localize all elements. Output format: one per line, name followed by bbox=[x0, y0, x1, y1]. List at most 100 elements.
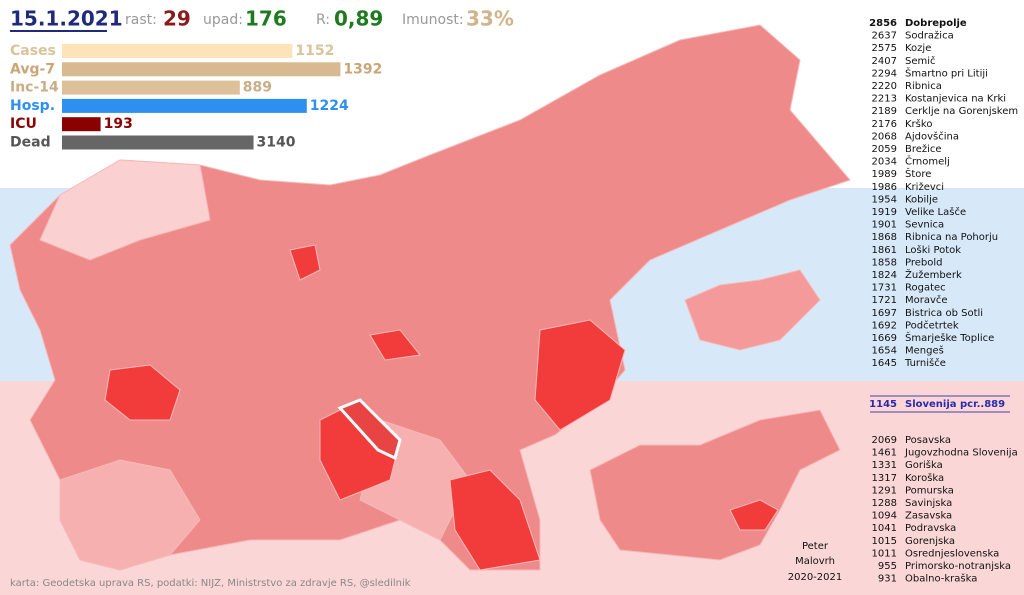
list-value: 1731 bbox=[872, 283, 897, 294]
list-name: Žužemberk bbox=[905, 268, 962, 281]
list-value: 1861 bbox=[872, 245, 897, 256]
bar bbox=[62, 44, 293, 58]
list-value: 2034 bbox=[872, 157, 897, 168]
list-name: Križevci bbox=[905, 181, 944, 193]
list-name: Ribnica na Pohorju bbox=[905, 232, 998, 243]
bar bbox=[62, 98, 307, 113]
list-value: 1654 bbox=[872, 346, 897, 357]
list-value: 1901 bbox=[872, 220, 897, 231]
inset-map-regions bbox=[589, 409, 841, 561]
map-highlight bbox=[337, 398, 402, 461]
bar-label: Avg-7 bbox=[10, 61, 55, 77]
list-value: 2637 bbox=[872, 31, 897, 42]
list-value: 1015 bbox=[872, 536, 897, 547]
bar-label: Inc-14 bbox=[10, 80, 59, 96]
list-value: 2176 bbox=[872, 119, 897, 130]
list-value: 1721 bbox=[872, 295, 897, 306]
list-name: Kostanjevica na Krki bbox=[905, 94, 1006, 105]
list-name: Krško bbox=[905, 118, 932, 130]
list-value: 2856 bbox=[869, 18, 897, 29]
list-value: 1954 bbox=[872, 194, 897, 205]
region-list: 2069 Posavska 1461 Jugovzhodna Slovenija 133… bbox=[872, 435, 1018, 585]
bar-value: 193 bbox=[104, 116, 133, 132]
bar-value: 1224 bbox=[310, 98, 349, 114]
list-value: 1919 bbox=[872, 207, 897, 218]
r-value: 0,89 bbox=[334, 7, 383, 31]
list-value: 1288 bbox=[872, 498, 897, 509]
growth-label: rast: bbox=[125, 12, 157, 28]
bar-label: Dead bbox=[10, 135, 51, 151]
bar bbox=[62, 117, 101, 132]
map-region-light bbox=[59, 459, 201, 571]
list-value: 2294 bbox=[872, 68, 897, 79]
bar-value: 1152 bbox=[295, 43, 334, 59]
list-value: 1011 bbox=[872, 548, 897, 559]
map-region-dark bbox=[289, 244, 321, 281]
list-value: 1291 bbox=[872, 485, 897, 496]
list-name: Črnomelj bbox=[905, 155, 950, 168]
list-value: 1697 bbox=[872, 308, 897, 319]
inset-map-dark bbox=[729, 499, 779, 531]
list-name: Šmartno pri Litiji bbox=[905, 66, 988, 79]
decline: 176 bbox=[245, 7, 287, 31]
bar-label: Hosp. bbox=[10, 98, 55, 114]
list-name: Posavska bbox=[905, 435, 951, 446]
r-label: R: bbox=[316, 12, 330, 28]
list-value: 1692 bbox=[872, 320, 897, 331]
list-value: 1989 bbox=[872, 169, 897, 180]
immunity-label: Imunost: bbox=[402, 12, 464, 28]
list-name: Šmarješke Toplice bbox=[905, 331, 994, 344]
bar-value: 1392 bbox=[343, 61, 382, 77]
list-value: 2068 bbox=[872, 131, 897, 142]
list-name: Savinjska bbox=[905, 498, 952, 509]
list-name: Jugovzhodna Slovenija bbox=[904, 448, 1018, 459]
list-value: 2220 bbox=[872, 81, 897, 92]
bar-value: 889 bbox=[243, 80, 272, 96]
summary-bars: Cases 1152 Avg-7 1392 Inc-14 889 Hosp. 1224 ICU 1… bbox=[10, 43, 382, 151]
list-name: Sevnica bbox=[905, 220, 944, 231]
bar-value: 3140 bbox=[257, 135, 296, 151]
list-name: Goriška bbox=[905, 459, 943, 471]
list-name: Štore bbox=[905, 167, 931, 180]
list-name: Primorsko-notranjska bbox=[905, 561, 1011, 572]
list-name: Pomurska bbox=[905, 485, 954, 496]
map-region-dark bbox=[449, 469, 541, 571]
author: Malovrh bbox=[795, 556, 835, 567]
map-region-dark bbox=[104, 364, 181, 421]
list-name: Gorenjska bbox=[905, 536, 955, 547]
list-name: Dobrepolje bbox=[905, 18, 967, 29]
map-region-light bbox=[39, 159, 211, 261]
list-value: 1868 bbox=[872, 232, 897, 243]
list-name: Kobilje bbox=[905, 194, 938, 205]
map-region-dark bbox=[534, 319, 626, 431]
years: 2020-2021 bbox=[788, 572, 843, 583]
list-value: 1858 bbox=[872, 257, 897, 268]
decline-label: upad: bbox=[203, 12, 243, 28]
list-name: Sodražica bbox=[905, 30, 954, 42]
list-name: Podčetrtek bbox=[905, 319, 959, 331]
bar-label: ICU bbox=[10, 116, 37, 132]
list-value: 1986 bbox=[872, 182, 897, 193]
list-value: 955 bbox=[878, 561, 897, 572]
list-value: 1317 bbox=[872, 473, 897, 484]
bar-label: Cases bbox=[10, 43, 56, 59]
list-name: Zasavska bbox=[905, 511, 952, 522]
list-name: Ajdovščina bbox=[905, 130, 959, 142]
list-name: Kozje bbox=[905, 43, 931, 54]
list-value: 931 bbox=[878, 574, 897, 585]
growth: 29 bbox=[163, 7, 191, 31]
list-name: Brežice bbox=[905, 143, 942, 155]
list-value: 1094 bbox=[872, 511, 897, 522]
list-name: Prebold bbox=[905, 257, 943, 268]
list-value: 1041 bbox=[872, 523, 897, 534]
inset-map bbox=[684, 269, 821, 351]
list-name: Obalno-kraška bbox=[905, 573, 977, 585]
map bbox=[9, 24, 851, 571]
list-value: 1331 bbox=[872, 460, 897, 471]
date: 15.1.2021 bbox=[10, 7, 123, 31]
slovenia-label: Slovenija pcr..889 bbox=[905, 399, 1005, 410]
list-value: 1461 bbox=[872, 448, 897, 459]
list-name: Turnišče bbox=[904, 357, 946, 369]
list-name: Bistrica ob Sotli bbox=[905, 308, 983, 319]
